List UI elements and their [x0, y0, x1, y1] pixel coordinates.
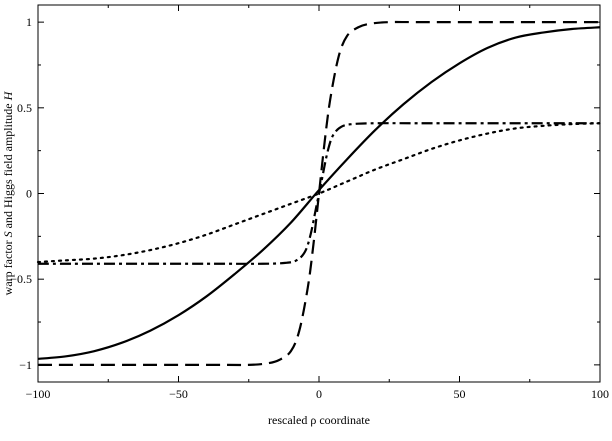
y-axis-label-part: warp factor: [1, 237, 15, 295]
y-axis-label: warp factor S and Higgs field amplitude …: [1, 90, 15, 295]
y-axis-label-part: and Higgs field amplitude: [1, 100, 15, 231]
y-tick-label: 1: [26, 15, 32, 29]
x-tick-label: −50: [169, 387, 188, 401]
series-line-dashed: [38, 20, 600, 367]
x-tick-label: 0: [316, 387, 322, 401]
series-line-dash-dot: [38, 122, 600, 265]
y-tick-label: −1: [19, 358, 32, 372]
ticks-layer: −100 −50 0 50 100 −1 −0.5 0 0.5 1: [10, 5, 609, 401]
y-axis-label-part: S: [1, 231, 15, 237]
x-tick-label: −100: [26, 387, 51, 401]
y-tick-label: 0: [26, 187, 32, 201]
x-tick-label: 50: [454, 387, 466, 401]
y-tick-label: −0.5: [10, 272, 32, 286]
series-layer: [36, 20, 602, 367]
y-axis-label-part: H: [1, 90, 15, 101]
x-axis-label: rescaled ρ coordinate: [268, 413, 370, 427]
series-line-dotted: [36, 122, 602, 264]
x-tick-label: 100: [591, 387, 609, 401]
y-tick-label: 0.5: [17, 101, 32, 115]
